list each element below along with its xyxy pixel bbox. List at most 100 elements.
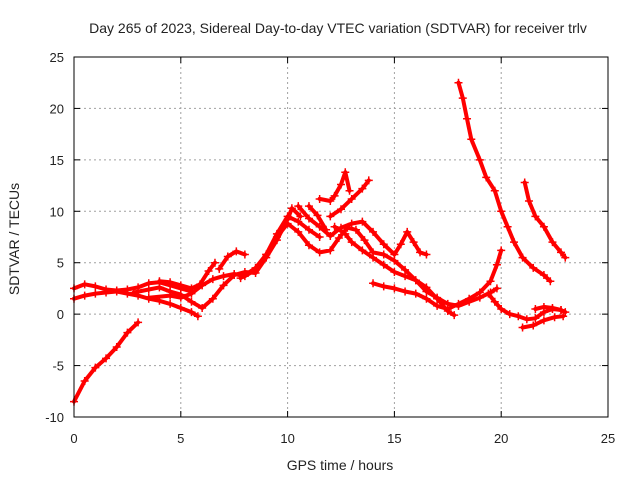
data-point-marker [123,289,132,298]
data-point-marker [287,204,296,213]
y-tick-label: -5 [52,359,64,374]
data-point-marker [198,303,207,312]
data-point-marker [166,291,175,300]
data-point-marker [215,264,224,273]
data-point-marker [518,323,527,332]
data-point-marker [358,217,367,226]
data-point-marker [330,222,339,231]
data-point-marker [531,305,540,313]
data-point-marker [443,305,452,313]
data-point-marker [497,305,506,313]
data-point-marker [492,284,501,293]
y-tick-label: 20 [50,101,64,116]
y-tick-label: 0 [57,307,64,322]
data-point-marker [296,212,305,221]
data-point-marker [326,212,335,221]
series-track-12 [304,202,331,234]
data-point-marker [401,272,410,281]
data-point-marker [134,318,143,327]
data-point-marker [315,233,324,241]
data-point-marker [454,78,463,87]
series-track-13 [330,222,459,320]
data-point-marker [559,312,568,321]
data-point-marker [91,363,100,372]
data-point-marker [358,184,367,193]
data-point-marker [390,267,399,276]
data-point-marker [123,328,132,337]
data-point-marker [341,168,350,177]
data-point-marker [401,287,410,296]
data-point-marker [482,173,491,182]
data-point-marker [91,289,100,298]
data-point-marker [454,299,463,308]
data-point-marker [219,272,228,281]
data-point-marker [112,287,121,296]
data-point-marker [422,294,431,303]
data-point-marker [458,94,467,103]
data-point-marker [548,303,557,312]
data-point-marker [283,212,292,221]
series-line [217,249,247,271]
data-point-marker [272,233,281,241]
data-point-marker [198,281,207,290]
data-point-marker [548,238,557,247]
data-point-marker [390,284,399,293]
data-point-marker [514,312,523,321]
data-point-marker [557,248,566,257]
data-point-marker [510,238,519,247]
data-point-marker [187,308,196,317]
data-point-marker [369,227,378,236]
data-point-marker [490,186,499,195]
data-point-marker [518,253,527,262]
data-point-marker [497,207,506,216]
data-point-marker [334,234,343,243]
data-point-marker [531,314,540,323]
data-point-marker [531,212,540,221]
data-point-marker [539,222,548,231]
data-point-marker [315,194,324,203]
data-point-marker [347,219,356,228]
series-track-10 [315,168,354,205]
data-point-marker [550,313,559,322]
data-point-marker [416,248,425,257]
data-point-marker [520,178,529,187]
series-track-7 [215,247,249,273]
data-point-marker [505,310,514,319]
data-point-marker [561,253,570,262]
data-point-marker [326,231,335,240]
data-point-marker [176,293,185,302]
data-point-marker [330,191,339,200]
data-point-marker [236,274,245,283]
data-point-marker [347,194,356,203]
data-point-marker [155,277,164,286]
data-point-marker [313,211,322,220]
data-point-marker [204,266,213,275]
data-point-marker [337,180,345,189]
data-point-marker [232,247,241,256]
data-point-marker [304,241,313,250]
data-point-marker [347,238,356,247]
data-point-marker [503,222,512,231]
data-point-marker [351,225,360,234]
data-point-marker [294,217,303,226]
data-point-marker [80,280,89,289]
data-point-marker [497,246,506,255]
x-tick-label: 10 [280,431,294,446]
data-point-marker [463,114,472,123]
data-point-marker [490,297,499,306]
y-tick-label: 25 [50,50,64,65]
data-point-marker [322,225,331,234]
x-tick-label: 5 [177,431,184,446]
data-point-marker [364,176,373,185]
data-point-marker [379,260,388,269]
series-track-5 [155,258,219,293]
data-point-marker [379,250,388,259]
data-point-marker [360,236,369,245]
x-tick-label: 25 [601,431,615,446]
data-point-marker [193,312,202,321]
data-point-marker [475,288,484,297]
data-point-marker [450,311,459,320]
data-point-marker [475,155,484,164]
data-point-marker [176,281,185,290]
data-point-marker [91,282,100,291]
